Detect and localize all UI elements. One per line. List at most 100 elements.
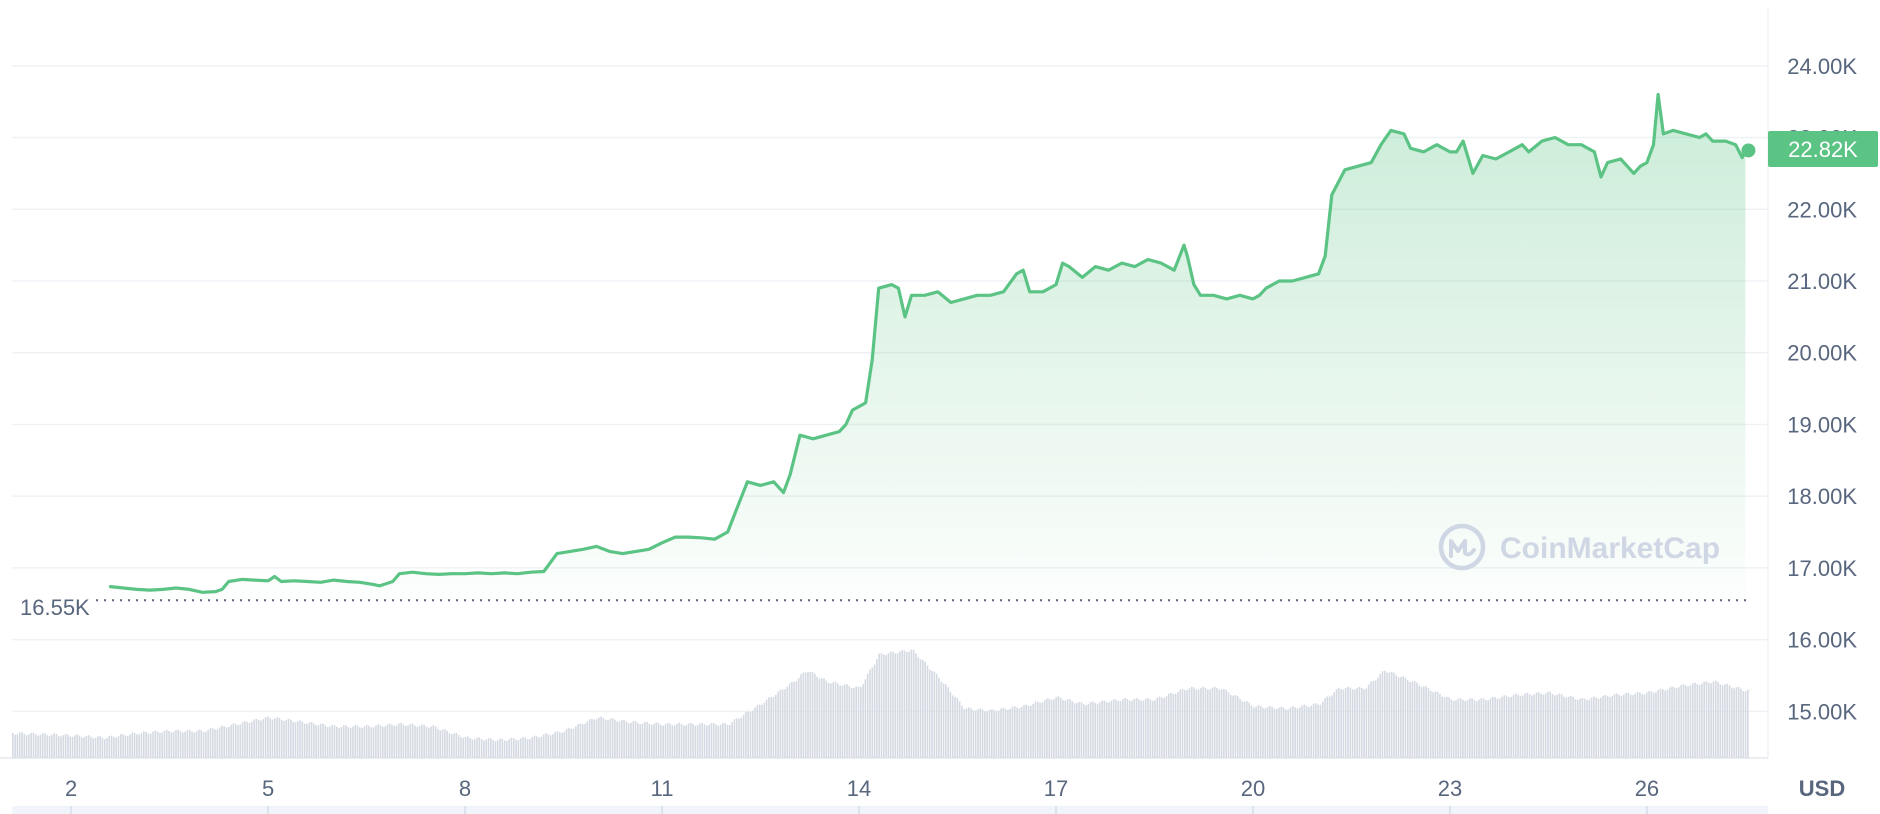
volume-bar: [113, 736, 115, 758]
volume-bar: [1436, 691, 1439, 758]
volume-bar: [48, 736, 51, 758]
y-tick-label: 20.00K: [1787, 341, 1857, 366]
volume-bar: [866, 673, 869, 758]
volume-bar: [637, 722, 639, 758]
volume-bar: [1013, 706, 1016, 758]
volume-bar: [1620, 696, 1623, 758]
volume-bar: [1211, 687, 1214, 758]
volume-bar: [1043, 700, 1046, 758]
volume-bar: [1025, 704, 1028, 758]
volume-bar: [441, 729, 444, 758]
volume-bar: [1448, 697, 1450, 758]
y-tick-label: 16.00K: [1787, 628, 1857, 653]
volume-bar: [735, 718, 738, 758]
volume-bar: [1673, 687, 1676, 758]
volume-bar: [152, 731, 154, 758]
volume-bar: [747, 711, 749, 758]
volume-bar: [889, 651, 892, 758]
volume-bar: [1560, 694, 1563, 758]
volume-bar: [1595, 697, 1597, 758]
x-tick-label: 8: [459, 776, 471, 801]
volume-bar: [301, 721, 304, 758]
volume-bar: [1016, 707, 1018, 758]
volume-bar: [1668, 687, 1671, 758]
volume-bar: [379, 725, 382, 758]
volume-bar: [257, 719, 260, 758]
volume-bar: [758, 704, 761, 758]
volume-bar: [965, 708, 968, 758]
volume-bar: [322, 723, 324, 758]
volume-bar: [917, 657, 920, 758]
volume-bar: [329, 726, 331, 758]
volume-bar: [915, 653, 917, 758]
volume-bar: [1292, 706, 1294, 758]
volume-bar: [1287, 709, 1290, 758]
volume-bar: [519, 738, 522, 758]
volume-bar: [140, 732, 143, 758]
volume-bar: [885, 655, 887, 758]
volume-bar: [1574, 699, 1577, 758]
volume-bar: [1069, 699, 1071, 758]
volume-bar: [1643, 694, 1646, 758]
volume-bar: [726, 724, 729, 758]
volume-bar: [1140, 700, 1142, 758]
volume-bar: [342, 725, 345, 758]
volume-bar: [1579, 698, 1581, 758]
volume-bar: [1082, 704, 1085, 758]
volume-bar: [1250, 705, 1253, 758]
volume-bar: [572, 728, 575, 758]
volume-bar: [1193, 687, 1195, 758]
volume-bar: [1735, 687, 1738, 758]
volume-bar: [910, 649, 913, 758]
volume-bar: [276, 717, 278, 758]
volume-bar: [1023, 704, 1025, 758]
volume-bar: [207, 730, 209, 758]
watermark: CoinMarketCap: [1438, 523, 1720, 571]
volume-bar: [1179, 689, 1182, 758]
price-line: [108, 92, 1747, 594]
volume-bar: [404, 726, 407, 758]
volume-bar: [221, 725, 223, 758]
volume-bar: [1342, 689, 1345, 758]
volume-bar: [172, 731, 175, 758]
volume-bar: [908, 651, 910, 758]
volume-bar: [352, 726, 354, 758]
volume-bar: [483, 740, 485, 758]
volume-bar: [101, 737, 104, 758]
volume-bar: [772, 697, 775, 758]
volume-bar: [324, 725, 327, 758]
volume-bar: [283, 721, 285, 758]
volume-bar: [1099, 702, 1101, 758]
volume-bar: [161, 732, 163, 758]
volume-bar: [74, 735, 76, 758]
volume-bar: [80, 737, 83, 758]
volume-bar: [768, 697, 770, 758]
volume-bar: [779, 689, 782, 758]
volume-bar: [623, 719, 625, 758]
volume-bar: [487, 738, 490, 758]
volume-bar: [499, 738, 501, 758]
volume-bar: [264, 716, 267, 758]
volume-bar: [136, 734, 138, 758]
volume-bar: [1666, 689, 1669, 758]
volume-bar: [1632, 695, 1634, 758]
volume-bar: [871, 667, 874, 758]
volume-bar: [1581, 697, 1584, 758]
volume-bar: [926, 665, 929, 758]
volume-bar: [1563, 696, 1565, 758]
volume-bar: [1622, 694, 1625, 758]
volume-bar: [876, 659, 878, 758]
volume-bar: [64, 733, 67, 758]
volume-bar: [117, 736, 120, 758]
volume-bar: [345, 725, 347, 758]
volume-bar: [508, 739, 510, 758]
volume-bar: [159, 733, 161, 758]
volume-bar: [765, 699, 768, 758]
volume-bar: [1473, 700, 1476, 758]
volume-bar: [1278, 707, 1280, 758]
x-tick-label: 14: [847, 776, 871, 801]
volume-bar: [1301, 705, 1303, 758]
volume-bar: [131, 732, 134, 758]
volume-bar: [717, 725, 720, 758]
volume-bar: [1482, 698, 1485, 758]
